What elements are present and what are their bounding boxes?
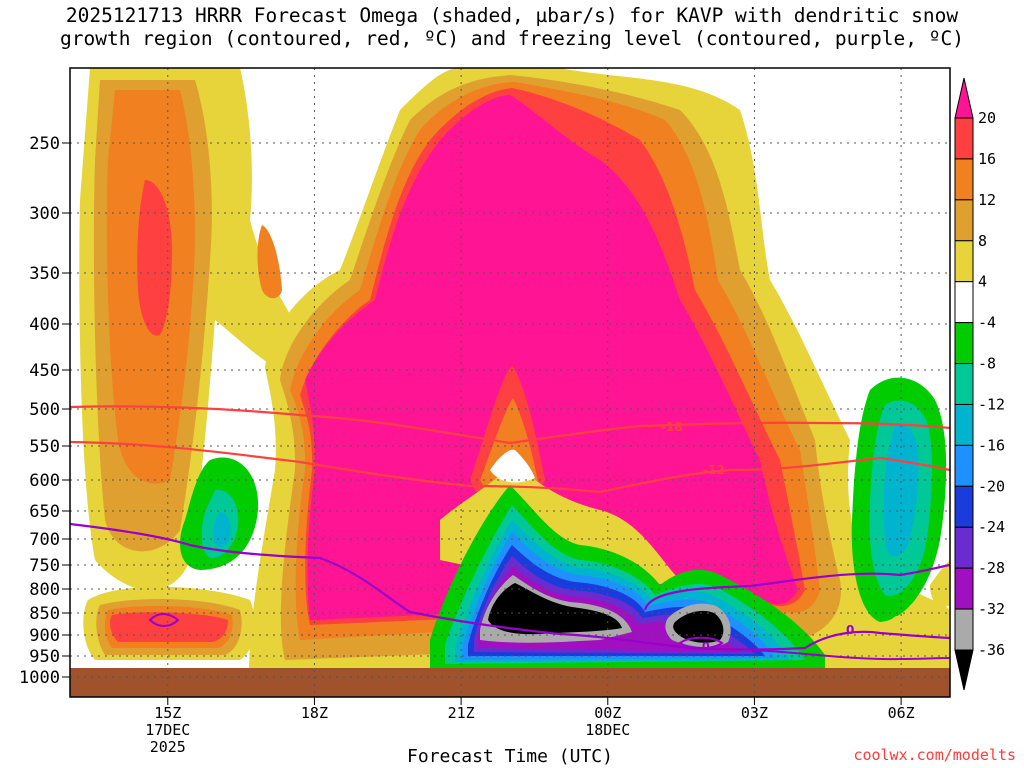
y-tick-label: 650	[29, 502, 60, 522]
colorbar-bin	[954, 240, 974, 283]
x-tick-label: 18DEC	[585, 721, 630, 739]
colorbar-label: 16	[978, 150, 996, 168]
colorbar-label: -28	[978, 559, 1005, 577]
y-tick-label: 700	[29, 530, 60, 550]
freezing-small-loop	[148, 613, 180, 627]
shade-low-black-1	[488, 583, 622, 635]
colorbar-label: -4	[978, 314, 996, 332]
shade-right-cyan	[883, 423, 919, 557]
colorbar-label: 8	[978, 232, 987, 250]
ground-terrain	[70, 668, 950, 697]
colorbar-bin	[954, 608, 974, 651]
label-dgz-top: -18	[661, 420, 683, 434]
colorbar-label: -36	[978, 641, 1005, 659]
y-tick-label: 250	[29, 134, 60, 154]
colorbar-cap-top	[954, 77, 974, 119]
shade-small-cyan-cell	[213, 512, 231, 547]
x-tick-label: 15Z	[154, 704, 181, 722]
y-tick-label: 750	[29, 556, 60, 576]
colorbar-label: -16	[978, 436, 1005, 454]
y-tick-label: 1000	[19, 668, 60, 688]
colorbar-bin	[954, 567, 974, 610]
shade-left-red	[137, 180, 172, 336]
colorbar-label: -20	[978, 477, 1005, 495]
colorbar-label: 4	[978, 273, 987, 291]
colorbar-bin	[954, 444, 974, 487]
title-line-1: 2025121713 HRRR Forecast Omega (shaded, …	[65, 4, 959, 27]
freezing-level-contour-upper	[643, 563, 950, 611]
colorbar-bin	[954, 199, 974, 242]
y-tick-label: 600	[29, 471, 60, 491]
colorbar-label: -24	[978, 518, 1005, 536]
colorbar-bin	[954, 485, 974, 528]
x-tick-label: 18Z	[301, 704, 328, 722]
y-axis: 2503003504004505005506006507007508008509…	[19, 134, 70, 688]
x-tick-label: 03Z	[741, 704, 768, 722]
y-tick-label: 550	[29, 437, 60, 457]
y-tick-label: 850	[29, 604, 60, 624]
colorbar-label: -12	[978, 395, 1005, 413]
credit-text: coolwx.com/modelts	[853, 746, 1016, 764]
freezing-loop-low	[678, 636, 724, 650]
plot-frame	[69, 67, 951, 698]
shade-bottom-left-red	[110, 612, 228, 642]
label-freezing-low: 0	[702, 640, 710, 653]
colorbar-bin	[954, 281, 974, 324]
shade-gap-white	[490, 449, 535, 483]
colorbar-bin	[954, 403, 974, 446]
colorbar-bin	[954, 526, 974, 569]
y-tick-label: 450	[29, 361, 60, 381]
label-dgz-bottom: -12	[703, 463, 725, 477]
x-tick-label: 21Z	[448, 704, 475, 722]
colorbar-bin	[954, 158, 974, 201]
colorbar-label: 20	[978, 109, 996, 127]
colorbar-label: -8	[978, 355, 996, 373]
y-tick-label: 350	[29, 264, 60, 284]
label-freezing: 0	[846, 623, 854, 637]
y-tick-label: 900	[29, 626, 60, 646]
freezing-level-contour-bottom	[749, 649, 950, 661]
dgz-contour-minus12	[70, 440, 950, 494]
colorbar-bin	[954, 363, 974, 405]
x-tick-label: 17DEC	[145, 721, 190, 739]
shade-left-small-orange	[257, 225, 282, 299]
y-tick-label: 800	[29, 580, 60, 600]
title-line-2: growth region (contoured, red, ºC) and f…	[60, 27, 964, 50]
y-tick-label: 950	[29, 647, 60, 667]
colorbar-label: 12	[978, 191, 996, 209]
shade-right-yellow-low	[889, 616, 905, 656]
shade-main-magenta	[305, 95, 798, 620]
shade-right-yellow-small	[930, 560, 950, 607]
dgz-contour-minus18	[70, 405, 950, 445]
x-tick-label: 2025	[150, 738, 186, 756]
freezing-level-contour	[70, 522, 950, 651]
plot-area: -18 -12 0 0	[70, 68, 950, 697]
y-tick-label: 400	[29, 315, 60, 335]
x-tick-label: 00Z	[594, 704, 621, 722]
colorbar-bin	[954, 117, 974, 160]
y-tick-label: 500	[29, 400, 60, 420]
x-axis-label: Forecast Time (UTC)	[407, 746, 613, 767]
x-tick-label: 06Z	[888, 704, 915, 722]
colorbar-label: -32	[978, 600, 1005, 618]
shade-low-black-2	[673, 610, 724, 643]
colorbar-bin	[954, 322, 974, 365]
chart-title: 2025121713 HRRR Forecast Omega (shaded, …	[0, 4, 1024, 50]
colorbar: 20 16 12 8 4 -4 -8 -12 -16 -20 -24 -28 -32 -36	[954, 77, 1005, 691]
y-tick-label: 300	[29, 204, 60, 224]
colorbar-cap-bottom	[954, 649, 974, 691]
